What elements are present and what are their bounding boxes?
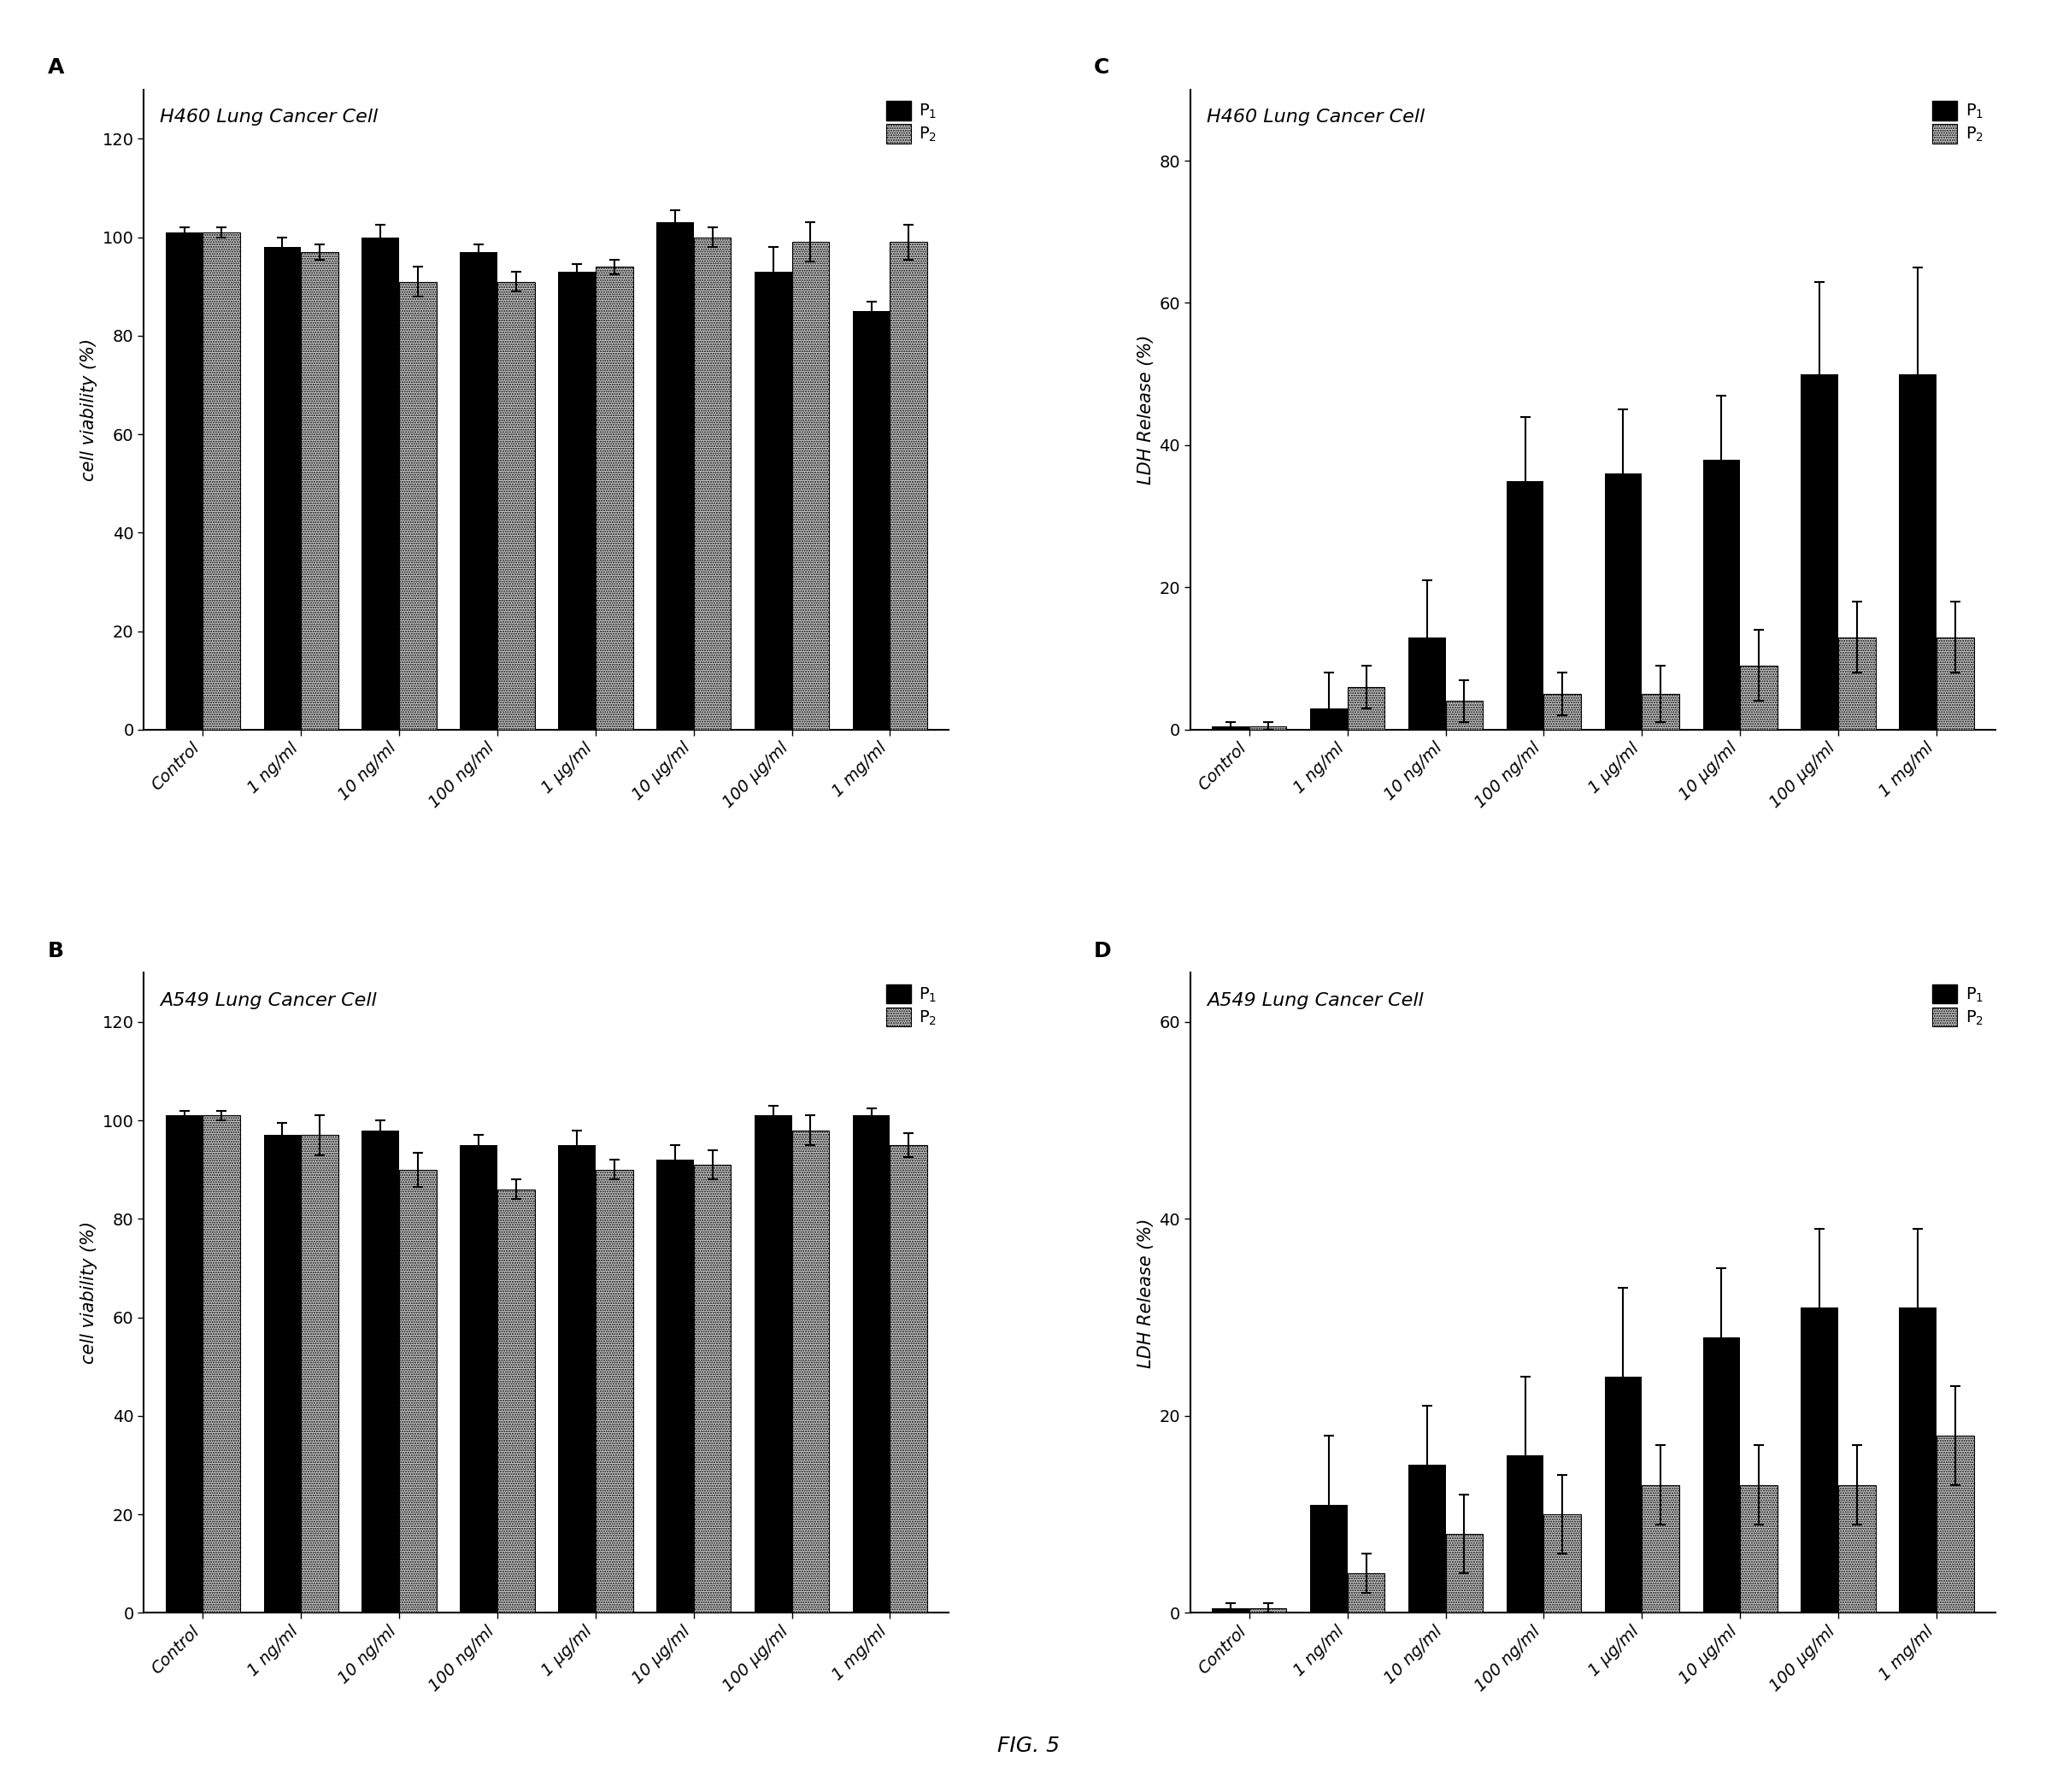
Bar	[204, 233, 241, 729]
Bar	[1446, 1534, 1483, 1613]
Bar	[1446, 701, 1483, 729]
Bar	[1936, 638, 1975, 729]
Y-axis label: cell viability (%): cell viability (%)	[80, 339, 97, 480]
Bar	[755, 1116, 792, 1613]
Bar	[755, 272, 792, 729]
Bar	[1347, 686, 1384, 729]
Legend: P$_1$, P$_2$: P$_1$, P$_2$	[1929, 980, 1987, 1030]
Bar	[656, 222, 693, 729]
Bar	[1506, 1455, 1543, 1613]
Y-axis label: LDH Release (%): LDH Release (%)	[1138, 1219, 1154, 1367]
Bar	[362, 237, 399, 729]
Bar	[891, 242, 928, 729]
Bar	[1249, 726, 1286, 729]
Bar	[1839, 638, 1876, 729]
Text: A549 Lung Cancer Cell: A549 Lung Cancer Cell	[160, 993, 376, 1009]
Text: A549 Lung Cancer Cell: A549 Lung Cancer Cell	[1207, 993, 1423, 1009]
Bar	[1604, 1376, 1641, 1613]
Bar	[1899, 375, 1936, 729]
Bar	[498, 281, 535, 729]
Bar	[1802, 1308, 1839, 1613]
Bar	[1740, 1486, 1777, 1613]
Bar	[461, 1145, 498, 1613]
Bar	[1641, 1486, 1679, 1613]
Bar	[263, 247, 300, 729]
Bar	[263, 1136, 300, 1613]
Bar	[461, 253, 498, 729]
Bar	[854, 312, 891, 729]
Bar	[1703, 459, 1740, 729]
Bar	[1409, 1466, 1446, 1613]
Bar	[693, 1165, 730, 1613]
Y-axis label: LDH Release (%): LDH Release (%)	[1138, 335, 1154, 484]
Bar	[1249, 1607, 1286, 1613]
Bar	[1641, 694, 1679, 729]
Bar	[399, 1170, 436, 1613]
Legend: P$_1$, P$_2$: P$_1$, P$_2$	[1929, 99, 1987, 147]
Bar	[399, 281, 436, 729]
Text: C: C	[1094, 57, 1109, 79]
Bar	[693, 237, 730, 729]
Bar	[1604, 473, 1641, 729]
Bar	[300, 253, 337, 729]
Bar	[792, 1131, 829, 1613]
Bar	[498, 1190, 535, 1613]
Bar	[1212, 1607, 1249, 1613]
Bar	[1839, 1486, 1876, 1613]
Bar	[1543, 694, 1582, 729]
Y-axis label: cell viability (%): cell viability (%)	[80, 1222, 97, 1364]
Bar	[891, 1145, 928, 1613]
Bar	[854, 1116, 891, 1613]
Text: A: A	[47, 57, 64, 79]
Bar	[1310, 708, 1347, 729]
Bar	[1936, 1435, 1975, 1613]
Bar	[1740, 665, 1777, 729]
Text: B: B	[47, 941, 64, 961]
Bar	[300, 1136, 337, 1613]
Bar	[1212, 726, 1249, 729]
Bar	[557, 1145, 597, 1613]
Text: H460 Lung Cancer Cell: H460 Lung Cancer Cell	[160, 109, 378, 125]
Bar	[597, 1170, 634, 1613]
Legend: P$_1$, P$_2$: P$_1$, P$_2$	[882, 99, 940, 147]
Bar	[1802, 375, 1839, 729]
Bar	[1310, 1505, 1347, 1613]
Bar	[792, 242, 829, 729]
Bar	[597, 267, 634, 729]
Bar	[1347, 1573, 1384, 1613]
Bar	[165, 233, 204, 729]
Bar	[1899, 1308, 1936, 1613]
Bar	[1506, 480, 1543, 729]
Bar	[557, 272, 597, 729]
Bar	[1409, 638, 1446, 729]
Legend: P$_1$, P$_2$: P$_1$, P$_2$	[882, 980, 940, 1030]
Bar	[204, 1116, 241, 1613]
Bar	[1543, 1514, 1582, 1613]
Text: D: D	[1094, 941, 1111, 961]
Bar	[165, 1116, 204, 1613]
Bar	[1703, 1337, 1740, 1613]
Bar	[362, 1131, 399, 1613]
Text: H460 Lung Cancer Cell: H460 Lung Cancer Cell	[1207, 109, 1426, 125]
Text: FIG. 5: FIG. 5	[998, 1736, 1059, 1756]
Bar	[656, 1159, 693, 1613]
